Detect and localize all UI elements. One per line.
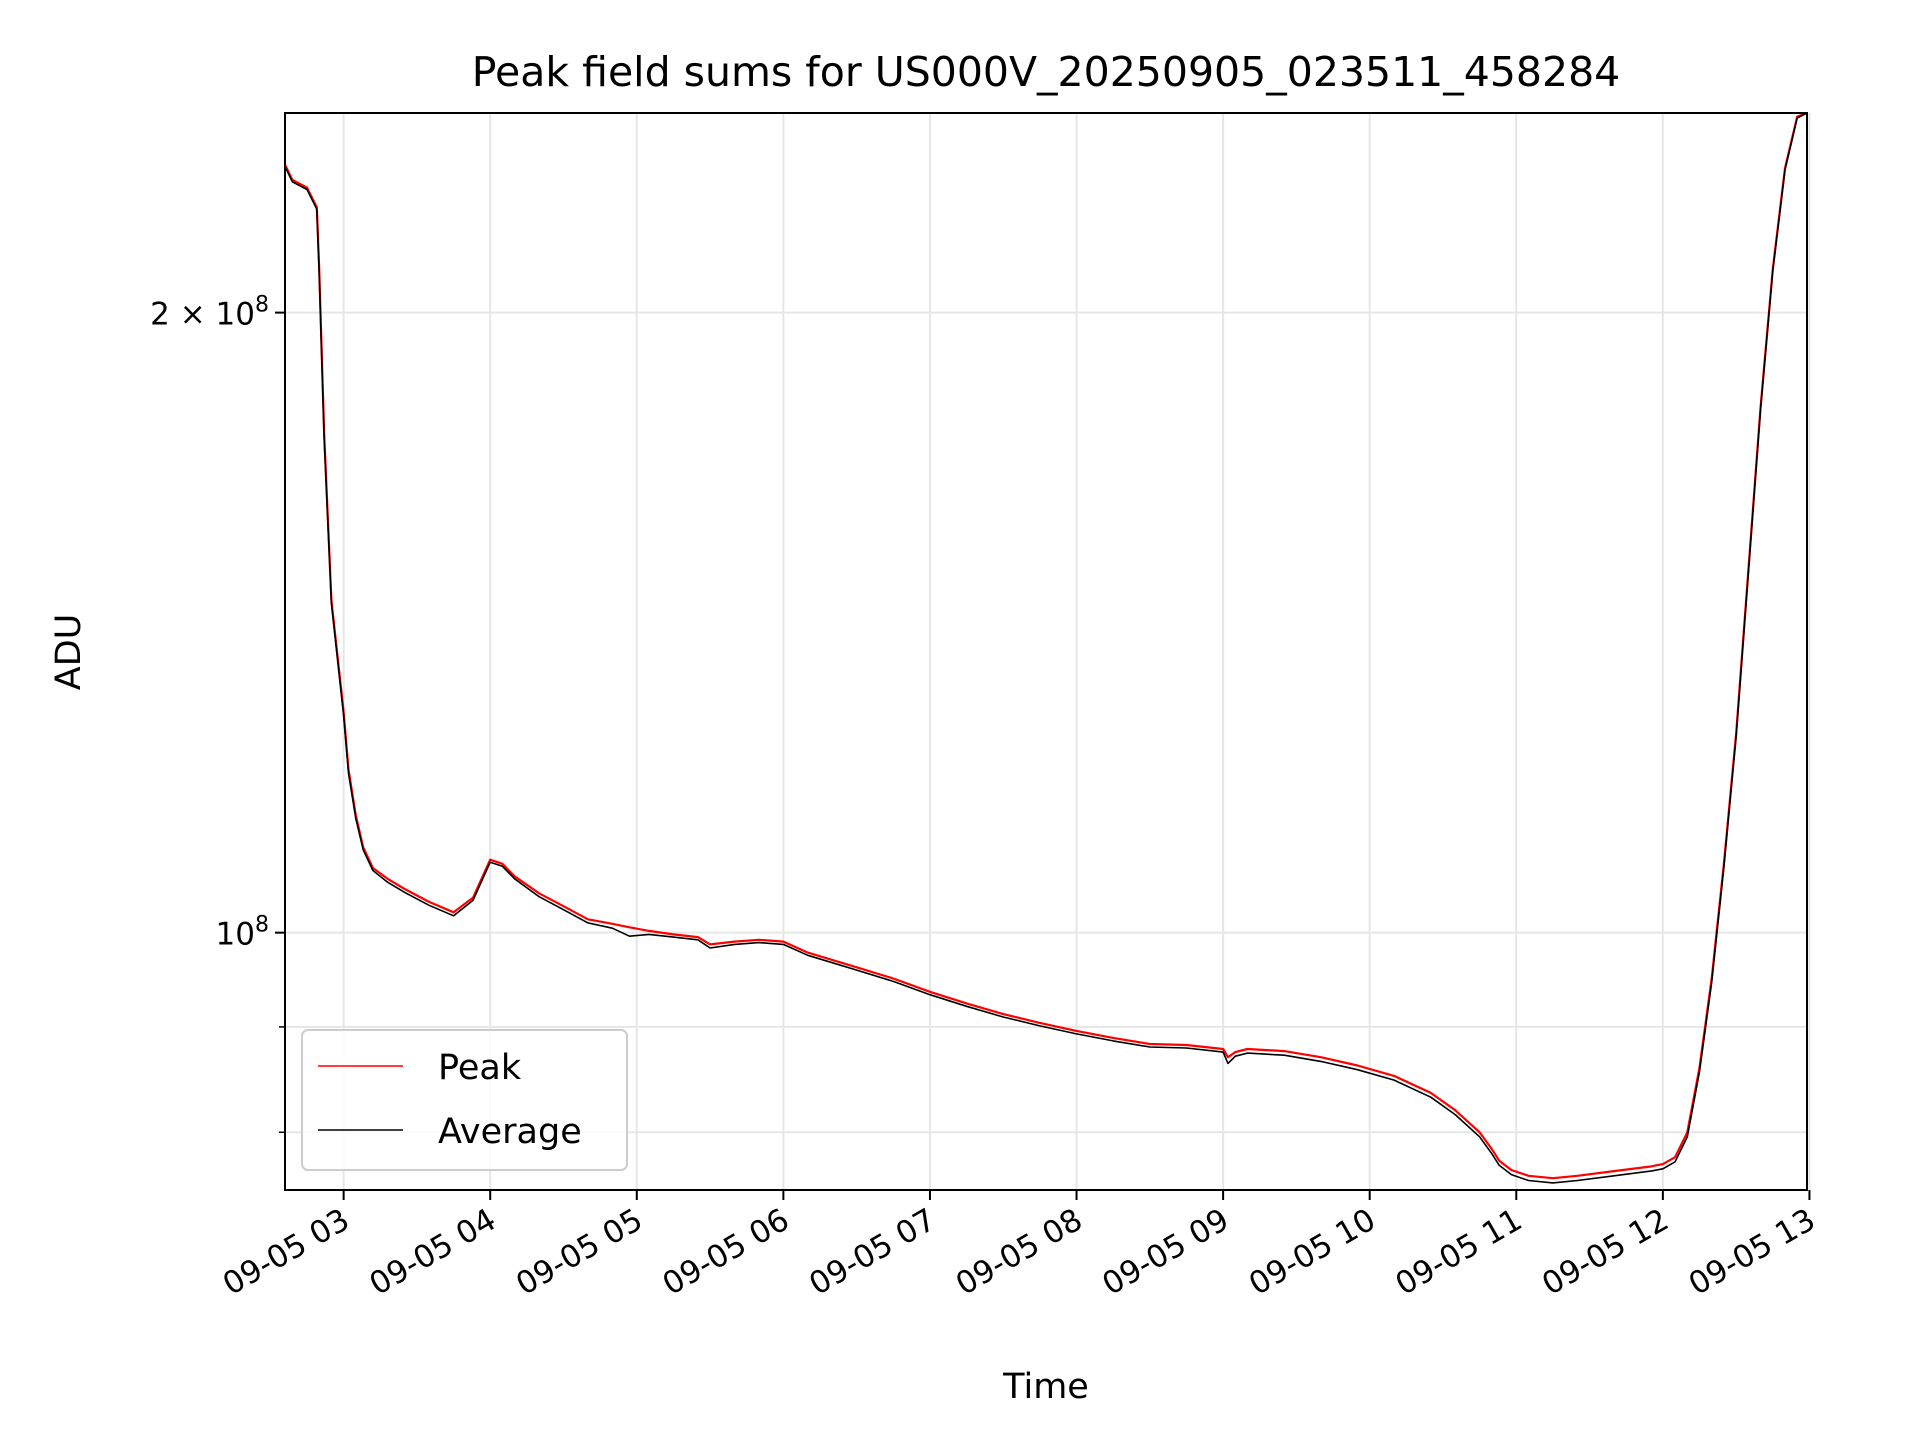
y-tick-label: 108 — [216, 913, 269, 953]
chart-title: Peak field sums for US000V_20250905_0235… — [472, 48, 1621, 96]
plot-frame — [284, 112, 1808, 1191]
legend-label-peak: Peak — [438, 1048, 522, 1088]
y-axis-label: ADU — [49, 614, 89, 691]
series-line-average — [284, 112, 1808, 1184]
series-line-peak — [284, 111, 1808, 1180]
y-tick-label: 2 × 108 — [150, 293, 269, 333]
legend: Peak Average — [301, 1029, 628, 1171]
series-lines — [284, 111, 1808, 1184]
legend-box — [301, 1029, 628, 1171]
x-axis-label: Time — [1002, 1367, 1089, 1407]
legend-label-average: Average — [438, 1112, 582, 1152]
